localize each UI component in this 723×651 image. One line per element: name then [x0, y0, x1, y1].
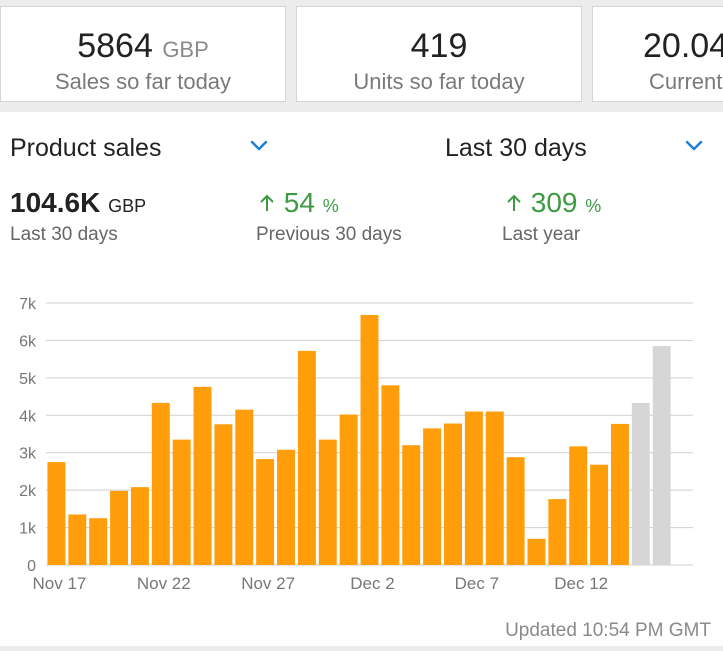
growth-previous-number: 54	[283, 187, 315, 218]
total-sales-unit: GBP	[108, 196, 147, 216]
y-tick-label: 6k	[19, 333, 37, 350]
kpi-units-value: 419	[297, 27, 581, 66]
bar	[318, 439, 337, 565]
total-sales-value: 104.6K GBP	[10, 187, 146, 219]
bar	[297, 350, 316, 565]
bar	[110, 490, 129, 565]
bar	[130, 487, 149, 565]
bar	[506, 457, 525, 565]
kpi-current-value: 20.04	[643, 27, 723, 66]
bar	[527, 538, 546, 565]
y-tick-label: 1k	[19, 521, 37, 538]
x-tick-label: Dec 2	[350, 574, 394, 593]
bar	[256, 459, 275, 565]
bar	[235, 409, 254, 565]
y-tick-label: 7k	[19, 296, 37, 313]
x-tick-label: Nov 27	[241, 574, 295, 593]
y-tick-label: 4k	[19, 408, 37, 425]
bar	[89, 518, 108, 565]
bar	[464, 411, 483, 565]
kpi-sales-unit: GBP	[162, 37, 209, 62]
kpi-current-number: 20.04	[643, 27, 723, 65]
growth-previous-value: 54 %	[258, 187, 339, 219]
arrow-up-icon	[507, 194, 521, 211]
growth-previous-label: Previous 30 days	[256, 224, 402, 245]
total-sales-label: Last 30 days	[10, 224, 118, 245]
metric-select-label[interactable]: Product sales	[10, 134, 162, 162]
bar	[590, 464, 609, 565]
bar	[485, 411, 504, 565]
kpi-card-current[interactable]: 20.04 Current	[592, 6, 723, 102]
bar	[277, 449, 295, 565]
x-tick-label: Dec 12	[554, 574, 608, 593]
y-tick-label: 3k	[19, 446, 37, 463]
kpi-units-number: 419	[410, 27, 468, 65]
kpi-sales-value: 5864 GBP	[1, 27, 285, 66]
bottom-divider	[0, 646, 723, 651]
period-select-label[interactable]: Last 30 days	[445, 134, 587, 162]
x-tick-label: Nov 22	[137, 574, 191, 593]
y-tick-label: 5k	[19, 371, 37, 388]
growth-last-year-number: 309	[530, 187, 578, 218]
bar	[402, 445, 421, 565]
y-tick-label: 2k	[19, 483, 37, 500]
kpi-current-label: Current	[649, 69, 723, 94]
bar	[151, 402, 170, 565]
growth-previous-unit: %	[322, 196, 339, 216]
bar	[631, 402, 650, 565]
bar	[548, 499, 567, 565]
growth-last-year-label: Last year	[502, 224, 581, 245]
y-tick-label: 0	[27, 558, 36, 575]
bar	[423, 428, 442, 565]
bar	[47, 462, 66, 565]
bar	[339, 414, 358, 565]
sales-bar-chart: 0 1k 2k 3k 4k 5k 6k 7k Nov 17 Nov 22 Nov 27 Dec 2 De…	[19, 296, 693, 593]
kpi-strip: 5864 GBP Sales so far today 419 Units so…	[0, 0, 723, 108]
bar	[444, 423, 462, 565]
chevron-down-icon[interactable]	[249, 138, 269, 152]
bar	[360, 314, 379, 565]
updated-timestamp: Updated 10:54 PM GMT	[505, 620, 711, 641]
kpi-sales-label: Sales so far today	[54, 69, 232, 94]
kpi-card-sales[interactable]: 5864 GBP Sales so far today	[0, 6, 286, 102]
bar	[172, 439, 191, 565]
kpi-sales-number: 5864	[77, 27, 153, 65]
arrow-up-icon	[260, 194, 274, 211]
bar	[569, 446, 588, 565]
x-tick-label: Dec 7	[455, 574, 499, 593]
kpi-units-label: Units so far today	[353, 69, 525, 94]
total-sales-number: 104.6K	[10, 187, 101, 218]
product-sales-panel: Product sales Last 30 days 104.6K GBP La…	[0, 112, 723, 651]
bar	[68, 514, 87, 565]
bar	[652, 346, 671, 565]
kpi-card-units[interactable]: 419 Units so far today	[296, 6, 582, 102]
chevron-down-icon[interactable]	[684, 138, 704, 152]
growth-last-year-unit: %	[585, 196, 602, 216]
x-tick-label: Nov 17	[32, 574, 86, 593]
bar	[214, 424, 233, 565]
bar	[193, 386, 212, 565]
bar	[381, 385, 400, 565]
bar	[610, 423, 629, 565]
growth-last-year-value: 309 %	[505, 187, 601, 219]
